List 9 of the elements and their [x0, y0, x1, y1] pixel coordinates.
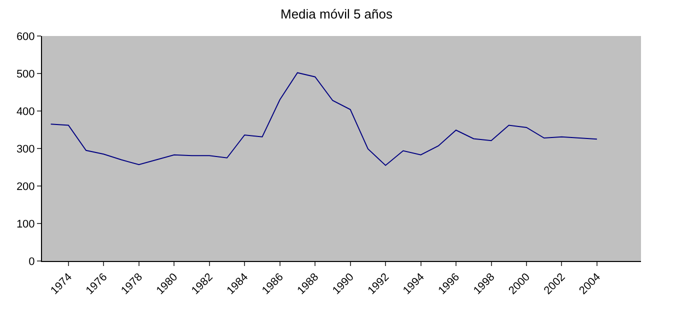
line-series	[50, 72, 598, 166]
chart-title: Media móvil 5 años	[280, 6, 393, 22]
y-tick-label: 100	[16, 218, 35, 230]
y-tick-label: 0	[28, 256, 35, 268]
y-tick-label: 200	[16, 180, 35, 193]
y-tick-label: 300	[16, 143, 35, 156]
y-tick-label: 400	[16, 106, 35, 118]
y-tick-label: 600	[16, 30, 35, 43]
y-tick-label: 500	[16, 68, 35, 80]
